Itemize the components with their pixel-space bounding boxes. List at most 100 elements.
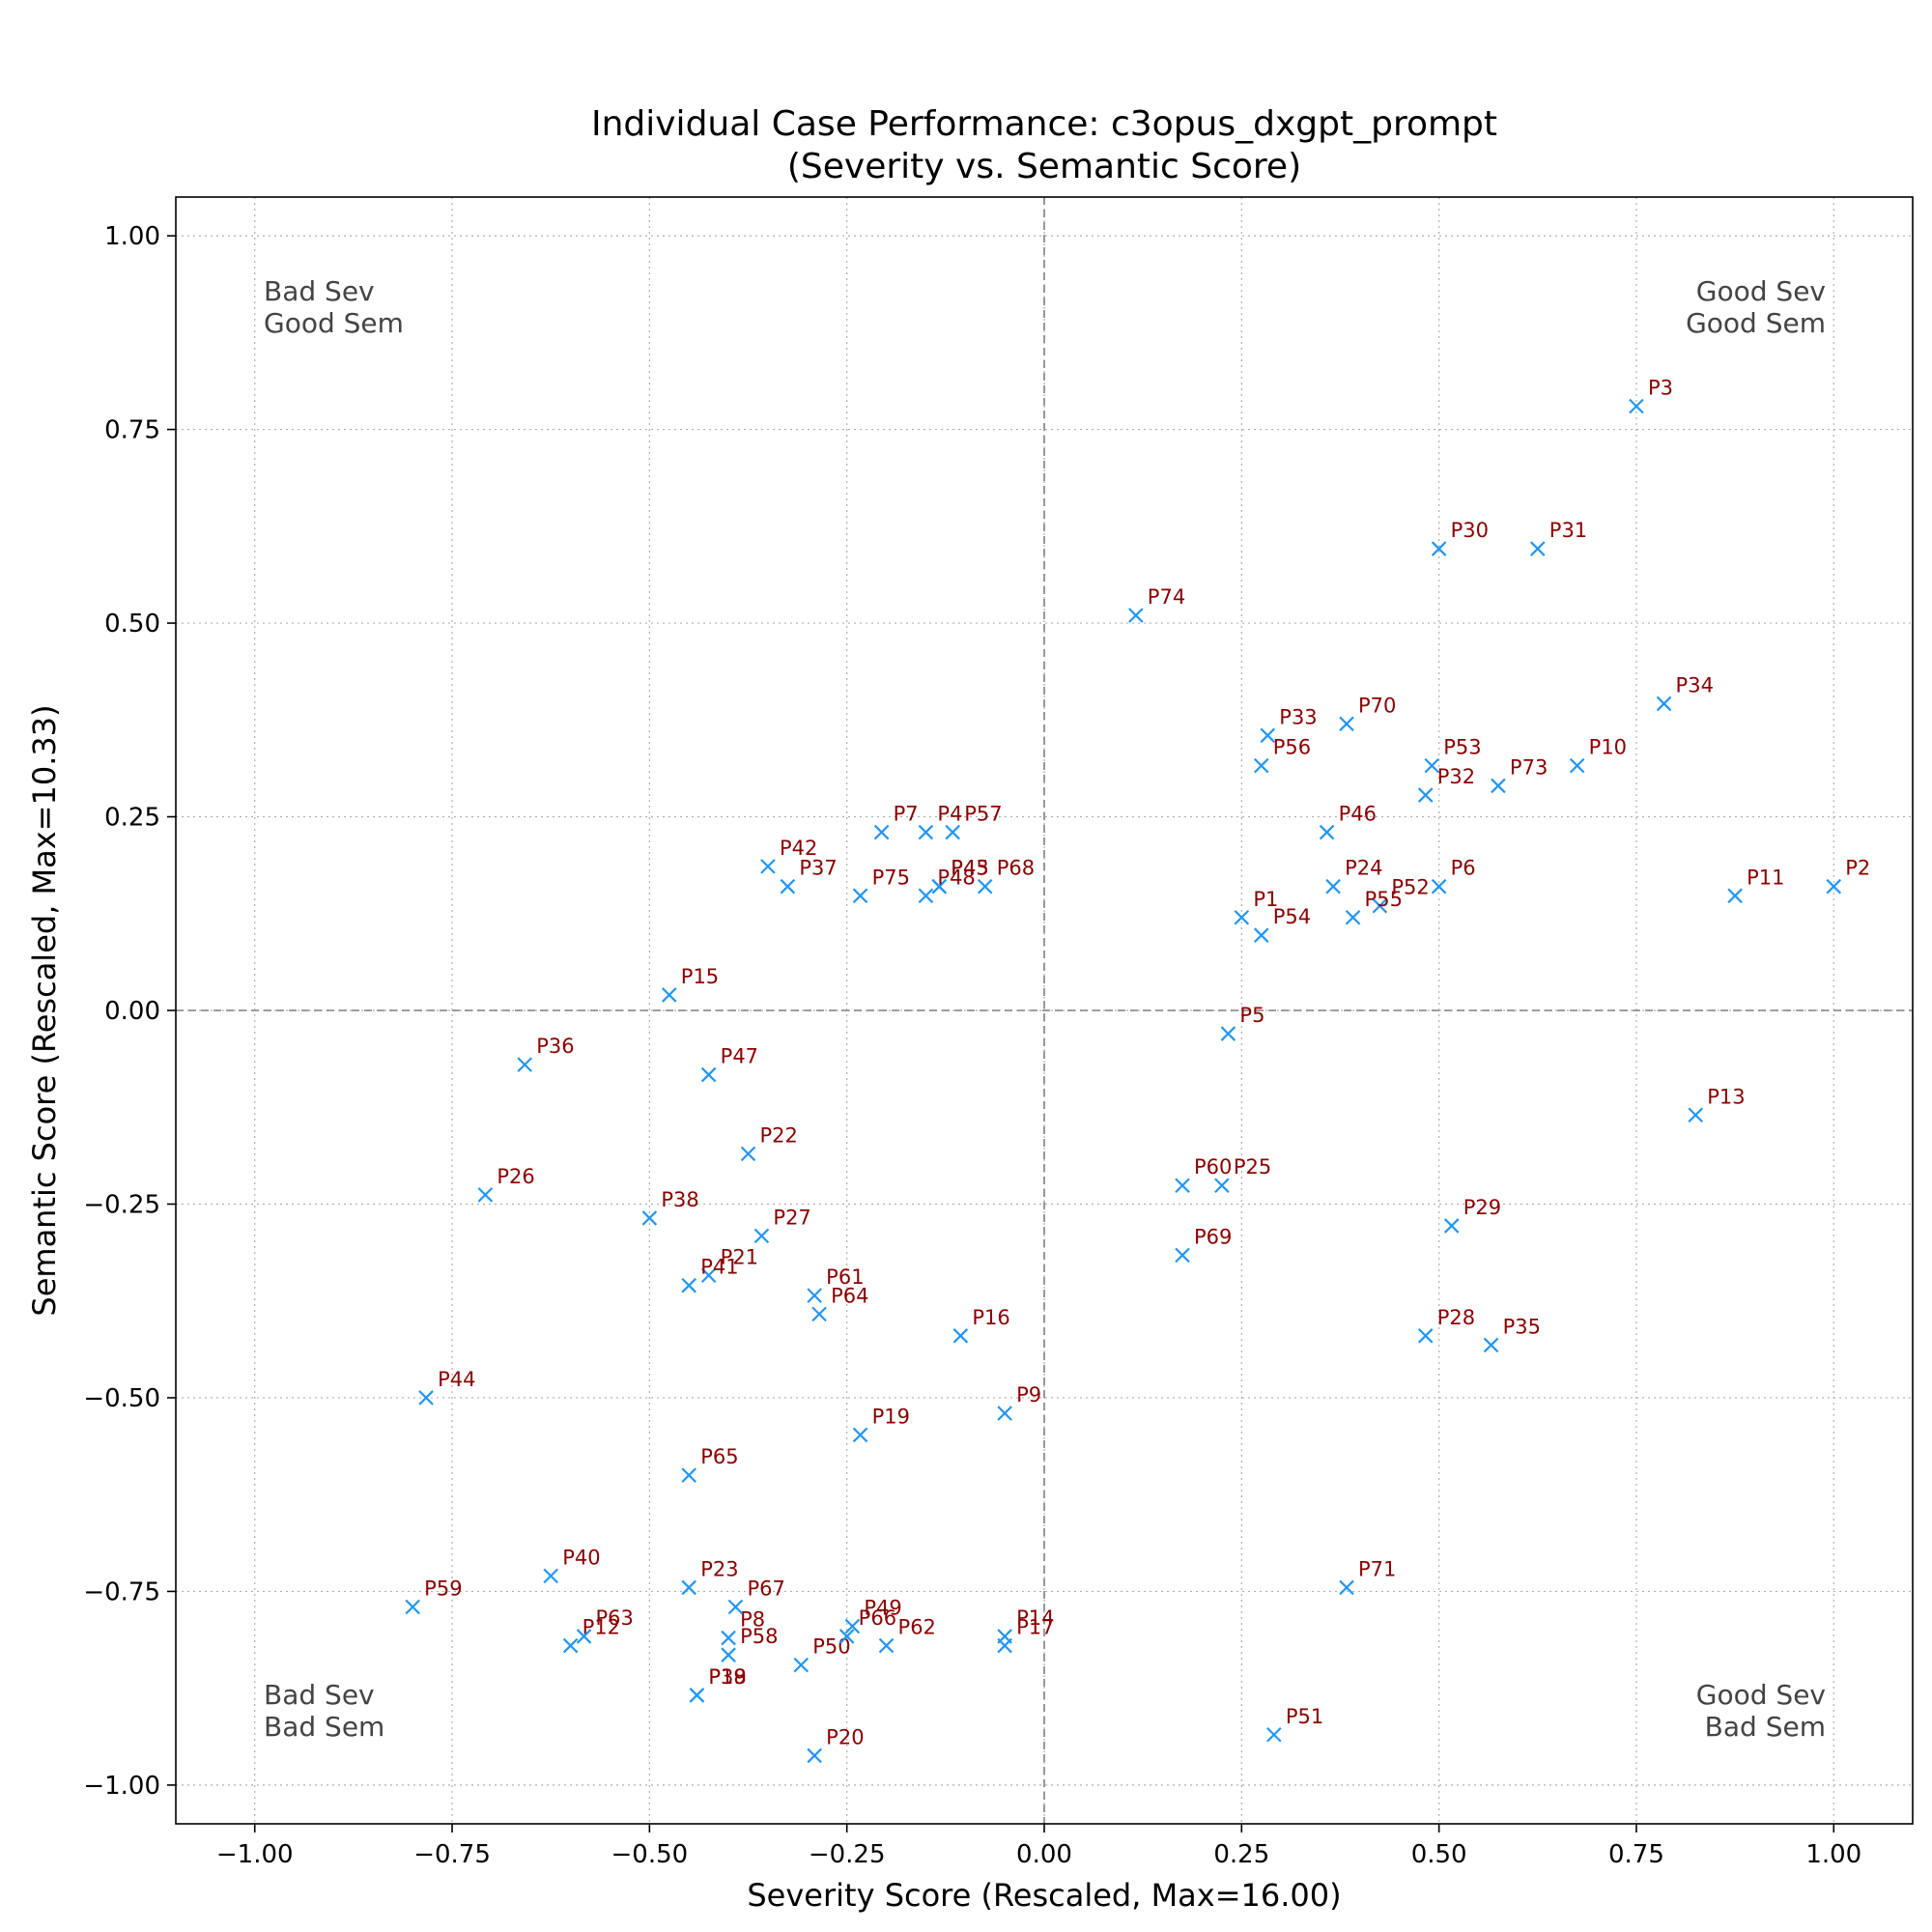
point-p20: P20 bbox=[807, 1725, 865, 1764]
point-p21: P21 bbox=[700, 1245, 758, 1284]
point-label: P40 bbox=[562, 1546, 600, 1569]
y-tick-label: 0.75 bbox=[104, 416, 160, 445]
point-label: P21 bbox=[721, 1245, 758, 1268]
point-label: P41 bbox=[700, 1256, 738, 1279]
chart-subtitle: (Severity vs. Semantic Score) bbox=[787, 147, 1301, 186]
point-p68: P68 bbox=[977, 857, 1035, 895]
point-p36: P36 bbox=[517, 1035, 575, 1072]
x-tick-label: −0.75 bbox=[413, 1840, 491, 1869]
point-label: P5 bbox=[1239, 1004, 1264, 1027]
point-p34: P34 bbox=[1656, 673, 1714, 712]
point-p63: P63 bbox=[576, 1606, 634, 1644]
point-label: P38 bbox=[661, 1188, 698, 1211]
point-p1: P1 bbox=[1234, 888, 1278, 925]
point-label: P4 bbox=[937, 803, 962, 826]
data-points: P1 P2 P3 P4 P5 P6 P7 P8 P9 P10 P11 P12 P13 P14 P15 P16 P… bbox=[405, 377, 1870, 1764]
axis-ticks: −1.00 −0.75 −0.50 −0.25 0.00 0.25 0.50 0.75 1.00… bbox=[83, 222, 1861, 1869]
point-label: P67 bbox=[747, 1577, 784, 1600]
point-p17: P17 bbox=[997, 1616, 1055, 1654]
quad-label-top-right-2: Good Sem bbox=[1686, 307, 1826, 339]
point-p57: P57 bbox=[945, 803, 1003, 840]
point-label: P49 bbox=[864, 1597, 901, 1620]
point-p45: P45 bbox=[931, 857, 989, 895]
point-p42: P42 bbox=[760, 837, 817, 874]
point-p75: P75 bbox=[852, 866, 910, 904]
point-label: P65 bbox=[700, 1445, 738, 1468]
point-p39: P39 bbox=[689, 1665, 747, 1703]
point-label: P58 bbox=[740, 1625, 778, 1648]
point-p64: P64 bbox=[811, 1284, 868, 1322]
point-label: P55 bbox=[1365, 888, 1403, 911]
point-label: P69 bbox=[1194, 1225, 1232, 1248]
point-label: P39 bbox=[708, 1665, 746, 1689]
point-p12: P12 bbox=[562, 1616, 620, 1654]
point-p7: P7 bbox=[873, 803, 919, 840]
point-label: P56 bbox=[1273, 736, 1311, 759]
quad-label-bottom-right-1: Good Sev bbox=[1696, 1679, 1826, 1711]
point-label: P7 bbox=[894, 803, 919, 826]
point-p8: P8 bbox=[721, 1608, 765, 1646]
point-label: P18 bbox=[708, 1665, 746, 1689]
point-label: P42 bbox=[780, 837, 817, 860]
point-label: P34 bbox=[1676, 673, 1714, 696]
chart-title: Individual Case Performance: c3opus_dxgp… bbox=[591, 104, 1497, 144]
point-p55: P55 bbox=[1345, 888, 1403, 925]
point-label: P52 bbox=[1391, 876, 1429, 899]
point-label: P8 bbox=[740, 1608, 765, 1632]
point-p31: P31 bbox=[1530, 519, 1587, 556]
point-p2: P2 bbox=[1826, 857, 1870, 895]
point-label: P27 bbox=[773, 1206, 810, 1229]
point-p26: P26 bbox=[477, 1165, 535, 1203]
point-label: P20 bbox=[826, 1725, 864, 1748]
quad-label-bottom-right-2: Bad Sem bbox=[1705, 1711, 1826, 1743]
y-tick-label: −0.50 bbox=[83, 1384, 160, 1413]
point-label: P53 bbox=[1443, 736, 1481, 759]
point-p22: P22 bbox=[740, 1123, 798, 1162]
point-label: P15 bbox=[681, 965, 719, 988]
point-p65: P65 bbox=[681, 1445, 739, 1483]
point-label: P16 bbox=[972, 1306, 1009, 1329]
point-p25: P25 bbox=[1214, 1155, 1271, 1194]
quad-label-bottom-left-2: Bad Sem bbox=[264, 1711, 384, 1743]
point-p49: P49 bbox=[844, 1597, 902, 1634]
point-label: P33 bbox=[1279, 705, 1317, 728]
point-p30: P30 bbox=[1431, 519, 1489, 556]
point-p15: P15 bbox=[662, 965, 719, 1003]
point-label: P12 bbox=[582, 1616, 620, 1639]
x-tick-label: 0.50 bbox=[1411, 1840, 1467, 1869]
x-tick-label: 0.25 bbox=[1213, 1840, 1269, 1869]
point-label: P22 bbox=[760, 1123, 798, 1147]
point-p28: P28 bbox=[1417, 1306, 1475, 1344]
point-p35: P35 bbox=[1483, 1315, 1541, 1353]
point-p3: P3 bbox=[1629, 377, 1673, 414]
point-p19: P19 bbox=[852, 1405, 910, 1443]
point-label: P74 bbox=[1148, 585, 1185, 609]
point-p29: P29 bbox=[1443, 1196, 1501, 1234]
point-label: P60 bbox=[1194, 1155, 1232, 1179]
quad-label-bottom-left-1: Bad Sev bbox=[264, 1679, 375, 1711]
point-p70: P70 bbox=[1339, 694, 1396, 732]
point-label: P62 bbox=[898, 1616, 936, 1639]
point-label: P19 bbox=[872, 1405, 910, 1428]
point-label: P29 bbox=[1463, 1196, 1501, 1219]
point-p47: P47 bbox=[700, 1045, 758, 1083]
y-tick-label: 0.00 bbox=[104, 997, 160, 1026]
point-label: P28 bbox=[1437, 1306, 1475, 1329]
point-label: P24 bbox=[1345, 857, 1382, 880]
point-label: P23 bbox=[700, 1557, 738, 1580]
point-p5: P5 bbox=[1220, 1004, 1264, 1041]
point-label: P36 bbox=[536, 1035, 574, 1058]
quad-label-top-left-2: Good Sem bbox=[264, 307, 404, 339]
point-label: P68 bbox=[997, 857, 1035, 880]
point-p52: P52 bbox=[1372, 876, 1430, 914]
point-label: P43 bbox=[951, 857, 988, 880]
x-axis-label: Severity Score (Rescaled, Max=16.00) bbox=[747, 1877, 1341, 1914]
point-label: P26 bbox=[497, 1165, 534, 1188]
point-label: P59 bbox=[424, 1577, 462, 1600]
point-label: P31 bbox=[1549, 519, 1587, 542]
point-label: P10 bbox=[1589, 736, 1627, 759]
point-p37: P37 bbox=[780, 857, 838, 895]
point-label: P57 bbox=[964, 803, 1002, 826]
point-p10: P10 bbox=[1569, 736, 1627, 774]
point-p51: P51 bbox=[1266, 1705, 1323, 1743]
